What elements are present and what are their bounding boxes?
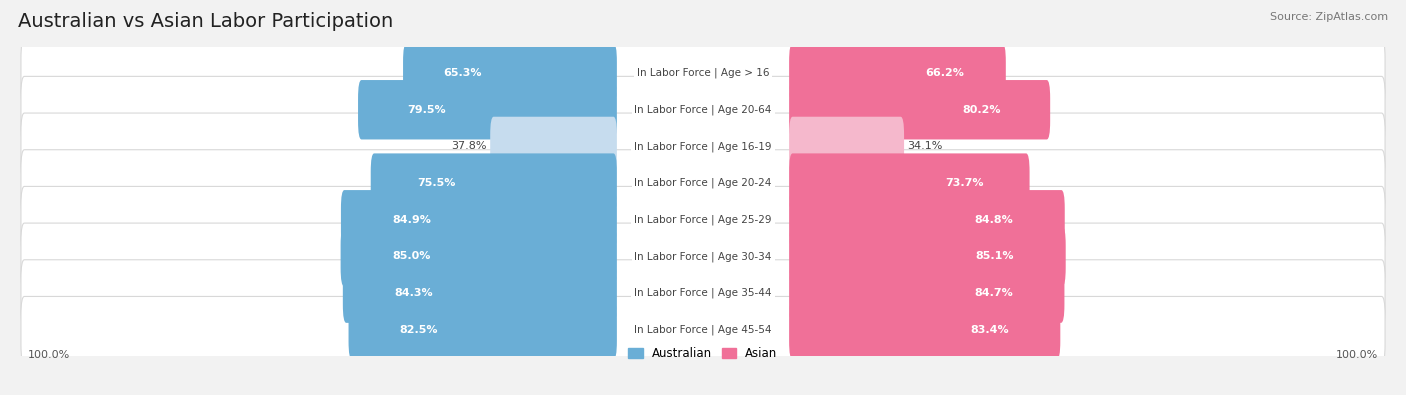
FancyBboxPatch shape	[340, 190, 617, 250]
FancyBboxPatch shape	[21, 296, 1385, 363]
Text: 85.1%: 85.1%	[976, 252, 1014, 261]
Text: 73.7%: 73.7%	[946, 178, 984, 188]
Text: 79.5%: 79.5%	[406, 105, 446, 115]
Text: 66.2%: 66.2%	[925, 68, 965, 78]
FancyBboxPatch shape	[404, 43, 617, 103]
Text: 83.4%: 83.4%	[970, 325, 1010, 335]
FancyBboxPatch shape	[491, 117, 617, 176]
FancyBboxPatch shape	[789, 153, 1029, 213]
FancyBboxPatch shape	[789, 300, 1060, 359]
FancyBboxPatch shape	[21, 223, 1385, 290]
Text: 34.1%: 34.1%	[907, 141, 943, 151]
Text: In Labor Force | Age 16-19: In Labor Force | Age 16-19	[634, 141, 772, 152]
Text: Source: ZipAtlas.com: Source: ZipAtlas.com	[1270, 12, 1388, 22]
Text: 84.7%: 84.7%	[974, 288, 1012, 298]
FancyBboxPatch shape	[349, 300, 617, 359]
FancyBboxPatch shape	[789, 190, 1064, 250]
Legend: Australian, Asian: Australian, Asian	[624, 342, 782, 365]
FancyBboxPatch shape	[343, 263, 617, 323]
FancyBboxPatch shape	[789, 227, 1066, 286]
FancyBboxPatch shape	[789, 117, 904, 176]
Text: 65.3%: 65.3%	[444, 68, 482, 78]
FancyBboxPatch shape	[21, 186, 1385, 253]
Text: 84.8%: 84.8%	[974, 215, 1012, 225]
Text: 100.0%: 100.0%	[28, 350, 70, 360]
FancyBboxPatch shape	[21, 40, 1385, 106]
Text: 100.0%: 100.0%	[1336, 350, 1378, 360]
FancyBboxPatch shape	[789, 80, 1050, 139]
Text: Australian vs Asian Labor Participation: Australian vs Asian Labor Participation	[18, 12, 394, 31]
Text: 37.8%: 37.8%	[451, 141, 486, 151]
Text: In Labor Force | Age 45-54: In Labor Force | Age 45-54	[634, 325, 772, 335]
FancyBboxPatch shape	[340, 227, 617, 286]
Text: In Labor Force | Age > 16: In Labor Force | Age > 16	[637, 68, 769, 78]
FancyBboxPatch shape	[21, 260, 1385, 327]
Text: In Labor Force | Age 35-44: In Labor Force | Age 35-44	[634, 288, 772, 298]
Text: In Labor Force | Age 30-34: In Labor Force | Age 30-34	[634, 251, 772, 262]
FancyBboxPatch shape	[371, 153, 617, 213]
Text: 85.0%: 85.0%	[392, 252, 430, 261]
Text: In Labor Force | Age 25-29: In Labor Force | Age 25-29	[634, 214, 772, 225]
FancyBboxPatch shape	[359, 80, 617, 139]
FancyBboxPatch shape	[21, 113, 1385, 180]
Text: 75.5%: 75.5%	[418, 178, 456, 188]
Text: In Labor Force | Age 20-24: In Labor Force | Age 20-24	[634, 178, 772, 188]
Text: 82.5%: 82.5%	[399, 325, 437, 335]
FancyBboxPatch shape	[789, 263, 1064, 323]
FancyBboxPatch shape	[789, 43, 1005, 103]
FancyBboxPatch shape	[21, 150, 1385, 216]
Text: 84.9%: 84.9%	[392, 215, 432, 225]
Text: 84.3%: 84.3%	[394, 288, 433, 298]
Text: 80.2%: 80.2%	[963, 105, 1001, 115]
FancyBboxPatch shape	[21, 76, 1385, 143]
Text: In Labor Force | Age 20-64: In Labor Force | Age 20-64	[634, 105, 772, 115]
